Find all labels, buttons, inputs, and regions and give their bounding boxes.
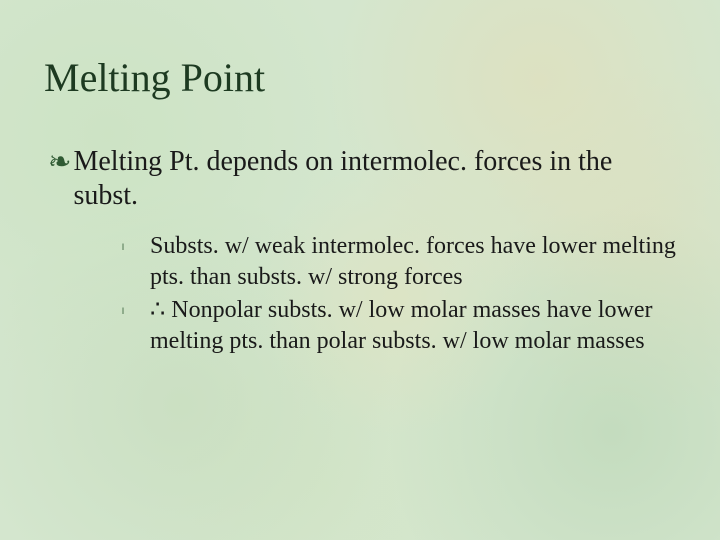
main-bullet-text: Melting Pt. depends on intermolec. force…: [73, 145, 680, 213]
slide-container: Melting Point ❧ Melting Pt. depends on i…: [0, 0, 720, 540]
small-bullet-icon: l: [122, 231, 150, 263]
sub-bullet-text: ∴ Nonpolar substs. w/ low molar masses h…: [150, 295, 680, 357]
small-bullet-icon: l: [122, 295, 150, 327]
sub-bullet-text: Substs. w/ weak intermolec. forces have …: [150, 231, 680, 293]
slide-title: Melting Point: [44, 54, 680, 101]
main-bullet: ❧ Melting Pt. depends on intermolec. for…: [48, 145, 680, 213]
sub-bullet-list: l Substs. w/ weak intermolec. forces hav…: [122, 231, 680, 357]
flourish-icon: ❧: [48, 145, 71, 179]
sub-bullet: l ∴ Nonpolar substs. w/ low molar masses…: [122, 295, 680, 357]
sub-bullet: l Substs. w/ weak intermolec. forces hav…: [122, 231, 680, 293]
